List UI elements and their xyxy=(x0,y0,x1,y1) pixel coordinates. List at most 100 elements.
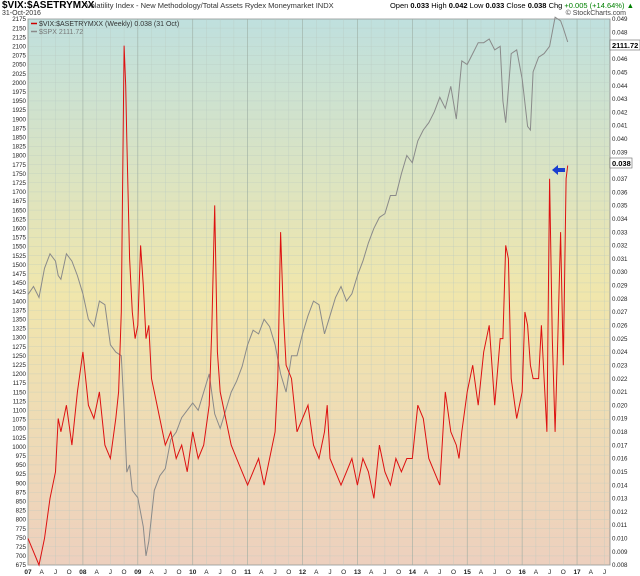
left-tick-label: 2150 xyxy=(12,25,26,32)
right-tick-label: 0.010 xyxy=(612,536,628,543)
last-value-arrow-icon xyxy=(552,165,565,175)
right-tick-label: 0.022 xyxy=(612,376,628,383)
left-tick-label: 1725 xyxy=(12,180,26,187)
right-tick-label: 0.021 xyxy=(612,389,628,396)
left-tick-label: 1375 xyxy=(12,307,26,314)
spx-value-tag: 2111.72 xyxy=(609,39,640,51)
right-tick-label: 0.025 xyxy=(612,336,628,343)
x-tick-label: 08 xyxy=(79,569,87,576)
left-tick-label: 975 xyxy=(16,453,27,460)
right-tick-label: 0.046 xyxy=(612,56,628,63)
right-tick-label: 0.035 xyxy=(612,203,628,210)
left-tick-label: 1325 xyxy=(12,326,26,333)
right-tick-label: 0.015 xyxy=(612,469,628,476)
left-tick-label: 700 xyxy=(16,553,27,560)
left-tick-label: 750 xyxy=(16,535,27,542)
left-tick-label: 1000 xyxy=(12,444,26,451)
x-tick-label: A xyxy=(40,569,45,576)
chg-value: +0.005 (+14.64%) xyxy=(564,1,625,10)
x-tick-label: 14 xyxy=(409,569,417,576)
right-tick-label: 0.009 xyxy=(612,549,628,556)
right-tick-label: 0.028 xyxy=(612,296,628,303)
ratio-tag-text: 0.038 xyxy=(612,159,631,168)
left-tick-label: 2050 xyxy=(12,62,26,69)
spx-tag-text: 2111.72 xyxy=(612,41,638,50)
ratio-series-line xyxy=(27,45,569,567)
x-tick-label: A xyxy=(149,569,154,576)
close-label: Close xyxy=(506,1,526,10)
right-tick-label: 0.034 xyxy=(612,216,628,223)
left-tick-label: 1300 xyxy=(12,335,26,342)
spx-series-line xyxy=(27,16,569,556)
high-label: High xyxy=(431,1,447,10)
ohlc-readout: Open 0.033 High 0.042 Low 0.033 Close 0.… xyxy=(390,1,634,10)
x-tick-label: A xyxy=(424,569,429,576)
left-tick-label: 1150 xyxy=(13,389,27,396)
right-tick-label: 0.023 xyxy=(612,362,628,369)
left-tick-label: 1625 xyxy=(12,216,26,223)
left-tick-label: 1950 xyxy=(12,98,26,105)
right-tick-label: 0.044 xyxy=(612,83,628,90)
left-tick-label: 1250 xyxy=(12,353,26,360)
right-tick-label: 0.041 xyxy=(612,123,628,130)
left-tick-label: 1700 xyxy=(12,189,26,196)
right-tick-label: 0.026 xyxy=(612,322,628,329)
x-tick-label: A xyxy=(204,569,209,576)
right-tick-label: 0.014 xyxy=(612,482,628,489)
left-tick-label: 2125 xyxy=(12,34,26,41)
left-tick-label: 1900 xyxy=(12,116,26,123)
x-tick-label: 07 xyxy=(24,569,32,576)
high-value: 0.042 xyxy=(448,1,468,10)
grid xyxy=(27,18,610,566)
x-tick-label: 15 xyxy=(464,569,472,576)
left-tick-label: 1075 xyxy=(12,417,26,424)
left-tick-label: 2025 xyxy=(12,71,26,78)
x-tick-label: J xyxy=(493,569,496,576)
x-tick-label: O xyxy=(122,569,127,576)
chg-arrow-icon: ▲ xyxy=(626,1,634,10)
x-tick-label: O xyxy=(67,569,72,576)
left-tick-label: 1850 xyxy=(12,135,26,142)
x-tick-label: J xyxy=(603,569,606,576)
left-tick-label: 1975 xyxy=(12,89,26,96)
right-tick-label: 0.008 xyxy=(612,562,628,569)
right-tick-label: 0.027 xyxy=(612,309,628,316)
right-tick-label: 0.032 xyxy=(612,243,628,250)
left-tick-label: 1550 xyxy=(12,244,26,251)
legend: $VIX:$ASETRYMXX (Weekly) 0.038 (31 Oct) … xyxy=(31,21,179,36)
right-tick-label: 0.048 xyxy=(612,30,628,37)
x-tick-label: A xyxy=(479,569,484,576)
left-axis: 675 700 725 750 775 800 825 850 875 900 925 950 975 1… xyxy=(12,16,26,569)
left-tick-label: 675 xyxy=(16,562,27,569)
left-tick-label: 2000 xyxy=(12,80,26,87)
right-tick-label: 0.033 xyxy=(612,229,628,236)
x-tick-label: A xyxy=(94,569,99,576)
left-tick-label: 1050 xyxy=(12,426,26,433)
left-tick-label: 1400 xyxy=(12,298,26,305)
left-tick-label: 950 xyxy=(16,462,27,469)
x-tick-label: O xyxy=(341,569,346,576)
low-value: 0.033 xyxy=(485,1,505,10)
left-tick-label: 775 xyxy=(16,526,27,533)
x-tick-label: J xyxy=(383,569,386,576)
right-axis: 0.008 0.009 0.010 0.011 0.012 0.013 0.014 0.015… xyxy=(612,16,628,569)
left-tick-label: 1925 xyxy=(12,107,26,114)
right-tick-label: 0.013 xyxy=(612,496,628,503)
x-tick-label: 12 xyxy=(299,569,307,576)
left-tick-label: 1025 xyxy=(12,435,26,442)
left-tick-label: 1225 xyxy=(12,362,26,369)
left-tick-label: 1775 xyxy=(12,162,26,169)
right-tick-label: 0.036 xyxy=(612,189,628,196)
left-tick-label: 1575 xyxy=(12,235,26,242)
x-tick-label: 13 xyxy=(354,569,362,576)
left-tick-label: 2175 xyxy=(12,16,26,23)
right-tick-label: 0.037 xyxy=(612,176,628,183)
x-tick-label: A xyxy=(369,569,374,576)
source-credit: © StockCharts.com xyxy=(565,10,626,17)
left-tick-label: 725 xyxy=(16,544,27,551)
right-tick-label: 0.019 xyxy=(612,416,628,423)
left-tick-label: 1450 xyxy=(12,280,26,287)
open-label: Open xyxy=(389,1,409,10)
x-tick-label: O xyxy=(231,569,236,576)
